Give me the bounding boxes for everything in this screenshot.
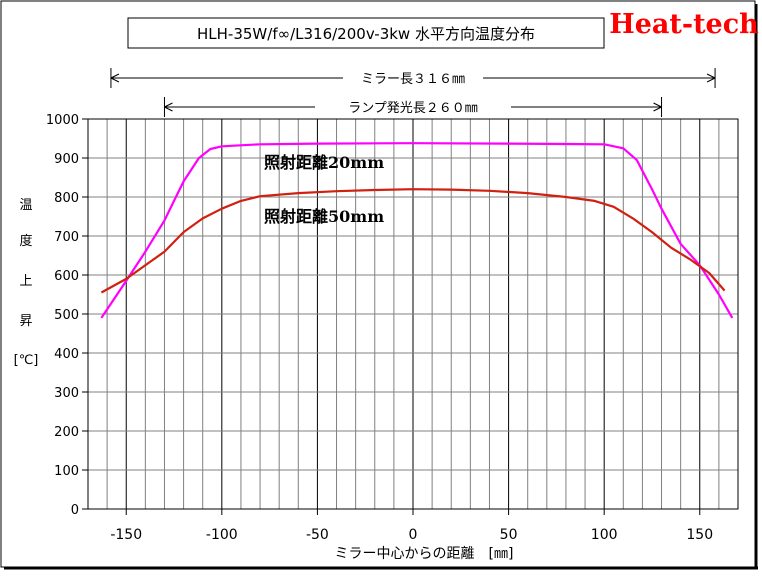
y-tick-label: 800 bbox=[54, 191, 79, 206]
x-tick-label: 0 bbox=[409, 527, 418, 543]
brand-logo: Heat-tech bbox=[609, 9, 759, 40]
series-line-1 bbox=[100, 142, 734, 319]
series-line-2 bbox=[100, 188, 726, 294]
chart-grid bbox=[87, 118, 739, 510]
y-tick-label: 1000 bbox=[46, 113, 79, 128]
x-tick-label: 100 bbox=[591, 527, 618, 543]
dimension-label: ミラー長３１６㎜ bbox=[361, 72, 465, 87]
dimension-label-bg bbox=[315, 98, 511, 114]
y-tick-label: 700 bbox=[54, 230, 79, 245]
y-tick-label: 200 bbox=[54, 425, 79, 440]
x-tick-label: -150 bbox=[110, 527, 142, 543]
dimension-arrow-left bbox=[164, 102, 173, 112]
series-annotation: 照射距離20mm bbox=[264, 153, 384, 172]
y-axis-label-char: 温 bbox=[19, 198, 32, 213]
title-box bbox=[127, 17, 605, 49]
y-axis-label-char: 昇 bbox=[19, 314, 32, 329]
y-tick-label: 300 bbox=[54, 386, 79, 401]
series-annotation: 照射距離50mm bbox=[264, 207, 384, 226]
x-tick-label: 50 bbox=[500, 527, 518, 543]
y-tick-label: 400 bbox=[54, 347, 79, 362]
x-tick-label: 150 bbox=[686, 527, 713, 543]
y-tick-label: 0 bbox=[71, 503, 79, 518]
x-tick-label: -50 bbox=[306, 527, 329, 543]
x-axis-label: ミラー中心からの距離 [㎜] bbox=[335, 545, 514, 562]
chart-title: HLH-35W/f∞/L316/200v-3kw 水平方向温度分布 bbox=[197, 25, 535, 43]
dimension-arrow-right bbox=[653, 102, 662, 112]
chart-series bbox=[100, 142, 734, 319]
y-axis-label-char: [℃] bbox=[14, 353, 39, 368]
y-axis-label-char: 上 bbox=[19, 274, 32, 289]
y-tick-label: 100 bbox=[54, 464, 79, 479]
chart-annotations: 照射距離20mm 照射距離50mm bbox=[264, 153, 384, 226]
dimension-arrow-right bbox=[706, 73, 716, 83]
y-tick-label: 600 bbox=[54, 269, 79, 284]
y-tick-label: 500 bbox=[54, 308, 79, 323]
x-tick-label: -100 bbox=[206, 527, 238, 543]
dimension-arrow-left bbox=[110, 73, 120, 83]
dimension-label-bg bbox=[343, 69, 483, 85]
y-tick-label: 900 bbox=[54, 152, 79, 167]
y-axis-label-char: 度 bbox=[19, 233, 32, 249]
dimension-label: ランプ発光長２６０㎜ bbox=[348, 101, 478, 116]
